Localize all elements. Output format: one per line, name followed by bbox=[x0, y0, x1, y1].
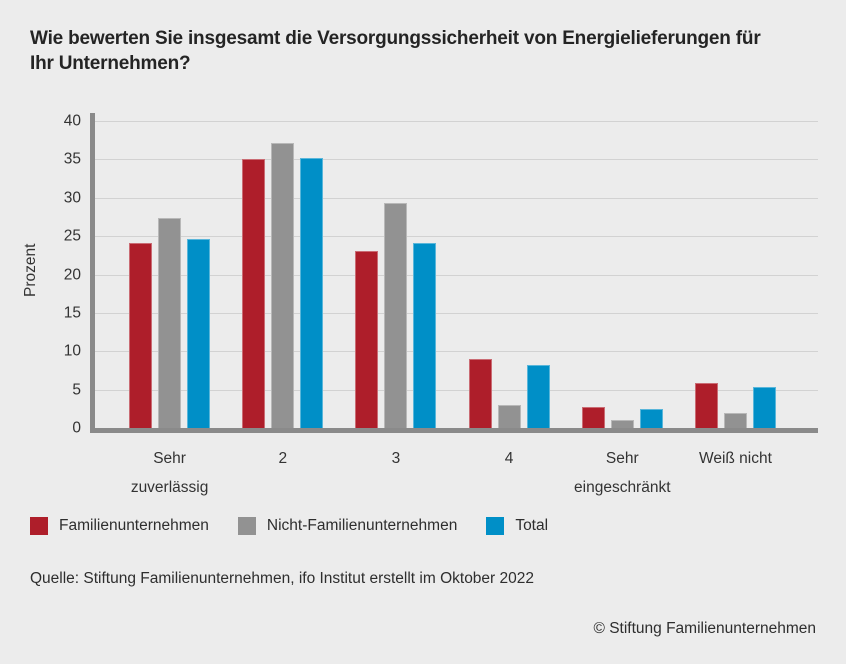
bar-group-3 bbox=[339, 121, 452, 428]
y-tick-5: 5 bbox=[72, 380, 81, 398]
gridline-20 bbox=[95, 274, 818, 276]
legend-swatch-gray bbox=[237, 517, 256, 535]
bar-nicht-familienunternehmen-1 bbox=[158, 217, 182, 428]
plot-area: 0 5 10 15 20 25 30 35 40 Sehr zuverlässig 2 3 4 Sehr… bbox=[64, 113, 818, 496]
bar-total-3 bbox=[413, 243, 437, 428]
legend-item-total: Total bbox=[486, 517, 548, 535]
y-axis-line bbox=[90, 113, 95, 433]
bar-nicht-familienunternehmen-2 bbox=[271, 143, 295, 428]
legend-label: Total bbox=[515, 517, 549, 534]
legend-item-nicht-familienunternehmen: Nicht-Familienunternehmen bbox=[237, 517, 458, 535]
legend-swatch-blue bbox=[486, 517, 505, 535]
gridline-25 bbox=[95, 236, 818, 238]
bar-nicht-familienunternehmen-3 bbox=[384, 203, 408, 428]
legend-label: Familienunternehmen bbox=[59, 517, 209, 534]
bar-nicht-familienunternehmen-4 bbox=[497, 404, 521, 428]
y-tick-10: 10 bbox=[63, 342, 81, 360]
copyright-note: © Stiftung Familienunternehmen bbox=[593, 620, 816, 637]
bar-nicht-familienunternehmen-5 bbox=[610, 420, 634, 428]
gridline-35 bbox=[95, 159, 818, 161]
bar-total-4 bbox=[526, 365, 550, 428]
legend-item-familienunternehmen: Familienunternehmen bbox=[30, 517, 209, 535]
bar-nicht-familienunternehmen-6 bbox=[723, 412, 747, 428]
x-label-5: Sehr eingeschränkt bbox=[574, 450, 671, 496]
bar-familienunternehmen-3 bbox=[355, 250, 379, 428]
y-tick-0: 0 bbox=[72, 419, 81, 437]
bar-familienunternehmen-2 bbox=[242, 159, 266, 428]
source-note: Quelle: Stiftung Familienunternehmen, if… bbox=[30, 570, 534, 587]
bar-group-6 bbox=[679, 121, 792, 428]
bar-group-5 bbox=[566, 121, 679, 428]
bar-familienunternehmen-4 bbox=[468, 358, 492, 428]
bar-total-2 bbox=[300, 157, 324, 428]
legend-label: Nicht-Familienunternehmen bbox=[266, 517, 458, 534]
bar-group-2 bbox=[226, 121, 339, 428]
x-label-2: 2 bbox=[278, 450, 288, 467]
bar-groups bbox=[95, 121, 818, 428]
x-label-1: Sehr zuverlässig bbox=[130, 450, 209, 496]
gridline-40 bbox=[95, 121, 818, 122]
chart-title: Wie bewerten Sie insgesamt die Versorgun… bbox=[30, 28, 761, 75]
gridline-10 bbox=[95, 351, 818, 353]
y-tick-25: 25 bbox=[63, 227, 81, 245]
bar-group-1 bbox=[113, 121, 226, 428]
bar-total-5 bbox=[639, 408, 663, 428]
gridline-15 bbox=[95, 312, 818, 314]
x-label-3: 3 bbox=[391, 450, 401, 467]
x-label-4: 4 bbox=[504, 450, 514, 467]
gridline-30 bbox=[95, 197, 818, 199]
y-tick-40: 40 bbox=[63, 112, 81, 130]
bar-total-1 bbox=[187, 239, 211, 428]
bar-total-6 bbox=[752, 387, 776, 428]
legend: Familienunternehmen Nicht-Familienuntern… bbox=[30, 517, 548, 535]
y-tick-20: 20 bbox=[63, 265, 81, 283]
x-axis-line bbox=[90, 428, 818, 433]
y-axis-title: Prozent bbox=[22, 243, 39, 297]
bar-group-4 bbox=[453, 121, 566, 428]
gridline-5 bbox=[95, 389, 818, 391]
y-tick-30: 30 bbox=[63, 189, 81, 206]
bar-familienunternehmen-1 bbox=[129, 243, 153, 428]
bar-familienunternehmen-6 bbox=[694, 382, 718, 428]
legend-swatch-red bbox=[30, 517, 48, 535]
y-tick-15: 15 bbox=[63, 304, 81, 322]
x-label-6: Weiß nicht bbox=[698, 450, 772, 467]
x-axis-labels: Sehr zuverlässig 2 3 4 Sehr eingeschränkt Wei… bbox=[95, 445, 818, 502]
bar-familienunternehmen-5 bbox=[581, 407, 605, 428]
y-tick-35: 35 bbox=[63, 150, 81, 168]
